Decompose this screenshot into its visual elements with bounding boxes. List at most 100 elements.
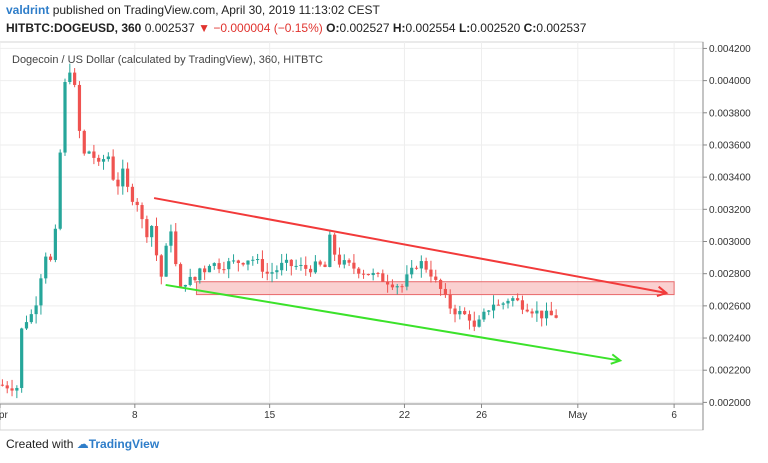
candle-down bbox=[222, 269, 226, 271]
y-tick-label: 0.002600 bbox=[709, 301, 751, 312]
candle-down bbox=[323, 264, 327, 267]
resistance-zone-rect bbox=[195, 281, 675, 296]
candle-down bbox=[516, 298, 520, 301]
candle-down bbox=[174, 231, 178, 265]
candle-up bbox=[20, 328, 24, 388]
candle-down bbox=[525, 309, 529, 312]
grid bbox=[0, 42, 703, 404]
candle-up bbox=[544, 310, 549, 319]
candle-up bbox=[280, 262, 284, 271]
candle-up bbox=[106, 156, 110, 160]
candle-down bbox=[97, 157, 101, 162]
cloud-icon: ☁ bbox=[76, 437, 89, 451]
resistance-arrowhead bbox=[656, 285, 669, 298]
created-with-label: Created with bbox=[6, 437, 74, 451]
candle-down bbox=[154, 225, 159, 256]
candle-down bbox=[366, 273, 370, 276]
time-axis[interactable]: Apr 8 15 22 26 May 6 bbox=[0, 404, 677, 421]
candle-down bbox=[5, 385, 9, 389]
candle-up bbox=[294, 265, 298, 267]
y-tick-label: 0.003000 bbox=[709, 237, 751, 248]
candles bbox=[0, 63, 558, 399]
high-label: H: bbox=[392, 21, 406, 35]
candle-down bbox=[203, 268, 207, 273]
candle-up bbox=[246, 260, 250, 265]
last-price: 0.002537 bbox=[144, 21, 195, 35]
candle-down bbox=[554, 315, 558, 318]
candle-up bbox=[150, 225, 154, 238]
candle-up bbox=[164, 245, 168, 277]
candle-up bbox=[313, 261, 317, 273]
candle-down bbox=[135, 201, 139, 206]
candle-down bbox=[116, 179, 120, 187]
candle-up bbox=[299, 264, 303, 266]
candle-down bbox=[549, 310, 553, 316]
y-tick-label: 0.002800 bbox=[709, 269, 751, 280]
candle-up bbox=[87, 151, 91, 154]
candle-down bbox=[289, 259, 293, 267]
open-value: 0.002527 bbox=[339, 21, 390, 35]
y-tick-label: 0.004200 bbox=[709, 44, 751, 55]
candle-up bbox=[198, 268, 202, 281]
low-label: L: bbox=[458, 21, 471, 35]
candle-up bbox=[410, 267, 414, 275]
candle-down bbox=[443, 288, 447, 295]
candle-up bbox=[501, 303, 505, 305]
candle-down bbox=[472, 320, 476, 327]
candle-up bbox=[535, 310, 539, 314]
candle-down bbox=[386, 281, 390, 285]
candle-up bbox=[251, 259, 255, 261]
candle-up bbox=[44, 256, 48, 279]
candle-down bbox=[140, 205, 144, 220]
candle-up bbox=[506, 300, 510, 304]
candle-up bbox=[328, 234, 332, 267]
price-change: −0.000004 (−0.15%) bbox=[213, 21, 323, 35]
resistance-trendline bbox=[153, 197, 667, 294]
candle-down bbox=[159, 255, 163, 277]
candle-down bbox=[111, 156, 115, 180]
candle-up bbox=[207, 265, 212, 273]
plot-area[interactable] bbox=[0, 41, 704, 431]
candle-down bbox=[463, 311, 467, 315]
candle-up bbox=[231, 260, 236, 262]
symbol-label: HITBTC:DOGEUSD, 360 bbox=[6, 21, 142, 35]
candle-down bbox=[82, 130, 86, 154]
y-tick-label: 0.004000 bbox=[709, 76, 751, 87]
support-trendline bbox=[165, 283, 621, 362]
candle-up bbox=[342, 260, 346, 265]
candle-down bbox=[10, 388, 14, 391]
candle-down bbox=[357, 268, 361, 274]
candle-up bbox=[405, 274, 409, 287]
x-tick-label: 22 bbox=[399, 410, 411, 421]
candle-down bbox=[241, 262, 245, 265]
candle-down bbox=[48, 256, 53, 260]
candle-down bbox=[260, 259, 265, 272]
author-name[interactable]: valdrint bbox=[6, 3, 50, 17]
candle-up bbox=[458, 311, 462, 315]
candle-down bbox=[304, 264, 308, 269]
candle-up bbox=[188, 276, 192, 285]
candle-down bbox=[318, 261, 322, 265]
candle-down bbox=[0, 384, 5, 386]
candle-up bbox=[284, 259, 289, 263]
tradingview-logo[interactable]: ☁TradingView bbox=[77, 437, 159, 451]
candle-up bbox=[482, 311, 486, 320]
candle-down bbox=[352, 262, 356, 269]
candle-down bbox=[390, 284, 395, 288]
candle-down bbox=[92, 151, 96, 158]
price-axis[interactable]: 0.002000 0.002200 0.002400 0.002600 0.002800… bbox=[703, 44, 751, 409]
candle-up bbox=[487, 310, 491, 312]
y-tick-label: 0.003200 bbox=[709, 205, 751, 216]
candle-down bbox=[217, 263, 221, 270]
candle-up bbox=[63, 82, 67, 153]
brand-name: TradingView bbox=[88, 437, 160, 451]
candle-up bbox=[270, 272, 274, 274]
candle-down bbox=[308, 268, 313, 273]
down-arrow-icon: ▼ bbox=[198, 21, 210, 35]
candle-down bbox=[265, 271, 269, 274]
candle-up bbox=[169, 231, 173, 246]
candle-down bbox=[130, 186, 135, 202]
candle-up bbox=[29, 314, 33, 323]
candle-up bbox=[419, 261, 423, 269]
